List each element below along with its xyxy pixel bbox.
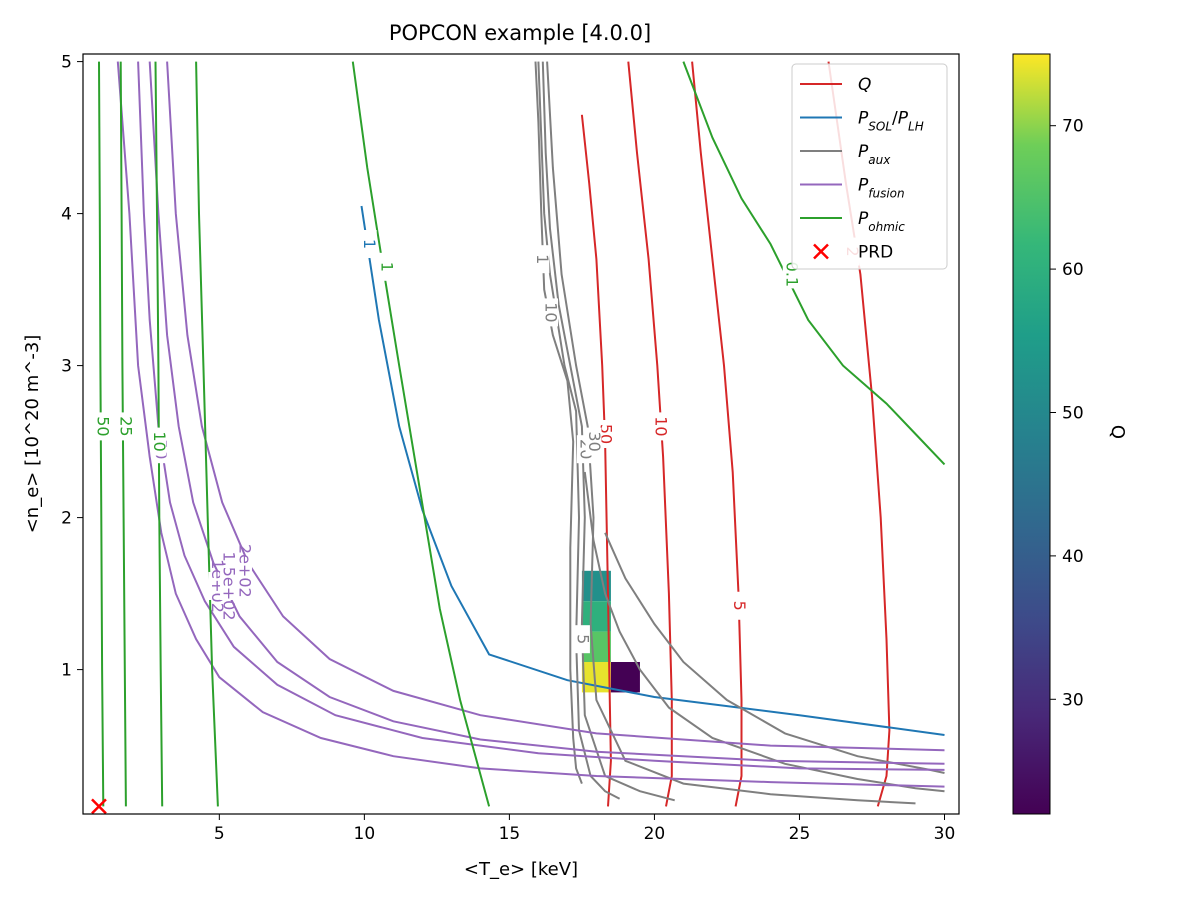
y-tick-label: 1: [61, 661, 72, 681]
contour-label-bg: [652, 412, 669, 441]
contour-pohmic-18: [195, 61, 219, 807]
contour-label-pohmic: 50: [93, 416, 112, 436]
x-tick-label: 25: [789, 824, 811, 844]
contour-paux-10: [604, 532, 945, 774]
contour-label-bg: [235, 556, 252, 585]
heatmap-cell-4: [610, 662, 640, 693]
contour-label-pfusion: 2e+02: [235, 544, 254, 598]
x-axis-ticks: 5 10 15 20 25 30: [214, 814, 955, 844]
contour-psol-1: [360, 205, 945, 736]
contour-label-pohmic: 1: [378, 262, 397, 272]
contour-pfusion-1.5e+02: [148, 61, 945, 765]
y-tick-label: 3: [61, 357, 72, 377]
colorbar-tick-label: 50: [1062, 403, 1084, 423]
contour-paux-1: [534, 61, 583, 784]
legend-label: Paux: [858, 142, 891, 167]
x-tick-label: 10: [354, 824, 376, 844]
contour-label-bg: [573, 625, 590, 654]
prd-marker: [91, 798, 107, 815]
contour-pfusion-2e+02: [166, 61, 945, 752]
chart-title: POPCON example [4.0.0]: [389, 21, 651, 45]
colorbar: 30 40 50 60 70 Q: [1012, 53, 1128, 815]
contour-label-pohmic: 10: [150, 431, 169, 451]
legend-label: PRD: [858, 243, 893, 263]
colorbar-ticks: 30 40 50 60 70: [1050, 117, 1084, 710]
contour-pohmic-1: [351, 61, 491, 807]
y-axis-ticks: 1 2 3 4 5: [61, 53, 83, 681]
contour-pfusion-1e+02: [116, 61, 945, 788]
legend-label: PSOL/PLH: [858, 109, 924, 134]
plot-frame: [82, 53, 960, 815]
contour-label-bg: [117, 412, 134, 441]
contour-q-10: [627, 61, 673, 807]
legend-label: Pohmic: [858, 209, 905, 234]
colorbar-label: Q: [1107, 425, 1128, 439]
colorbar-tick-label: 30: [1062, 690, 1084, 710]
x-tick-label: 5: [214, 824, 225, 844]
q-heatmap: [581, 570, 640, 693]
contour-q-5: [691, 61, 743, 807]
x-tick-label: 15: [499, 824, 521, 844]
legend-label: Pfusion: [858, 176, 905, 201]
plot-area: 501052111020305501e+021.5e+022e+02502510…: [61, 53, 960, 844]
x-axis-label: <T_e> [keV]: [464, 859, 578, 880]
contour-pohmic-25: [119, 61, 127, 807]
contour-lines: [98, 61, 946, 807]
contour-pohmic-0.1: [682, 61, 946, 466]
contour-label-bg: [378, 252, 395, 281]
colorbar-gradient: [1012, 53, 1051, 815]
contour-label-paux: 30: [585, 431, 604, 451]
contour-label-bg: [585, 427, 602, 456]
y-tick-label: 5: [61, 53, 72, 73]
contour-label-bg: [150, 427, 167, 456]
contour-label-q: 5: [730, 601, 749, 611]
contour-label-psol: 1: [360, 239, 379, 249]
contour-labels: 501052111020305501e+021.5e+022e+02502510…: [93, 230, 862, 654]
y-axis-label: <n_e> [10^20 m^-3]: [22, 335, 43, 534]
x-tick-label: 30: [934, 824, 956, 844]
y-tick-label: 2: [61, 509, 72, 529]
contour-pohmic-50: [98, 61, 105, 807]
contour-label-bg: [542, 298, 559, 327]
contour-label-bg: [360, 230, 377, 258]
contour-pfusion-50: [137, 61, 945, 771]
contour-label-pohmic: 25: [117, 416, 136, 436]
legend-label: Q: [858, 75, 871, 95]
contour-label-paux: 10: [542, 302, 561, 322]
contour-label-q: 10: [652, 416, 671, 436]
contour-label-bg: [220, 572, 237, 600]
contour-label-bg: [730, 591, 747, 620]
legend: Q PSOL/PLH Paux Pfusion Pohmic PRD: [791, 63, 948, 270]
contour-label-bg: [93, 412, 110, 441]
contour-label-paux: 1: [533, 254, 552, 264]
contour-label-paux: 5: [573, 634, 592, 644]
prd-point: [91, 798, 107, 815]
contour-paux-10: [537, 61, 621, 800]
colorbar-tick-label: 40: [1062, 547, 1084, 567]
colorbar-tick-label: 70: [1062, 117, 1084, 137]
x-tick-label: 20: [644, 824, 666, 844]
legend-marker: [813, 243, 829, 260]
y-tick-label: 4: [61, 205, 72, 225]
colorbar-tick-label: 60: [1062, 260, 1084, 280]
contour-label-bg: [533, 245, 550, 274]
contour-label-pfusion: 1.5e+02: [220, 551, 239, 620]
contour-paux-5: [583, 471, 945, 793]
contour-paux-20: [541, 61, 675, 802]
contour-paux-30: [546, 61, 916, 805]
